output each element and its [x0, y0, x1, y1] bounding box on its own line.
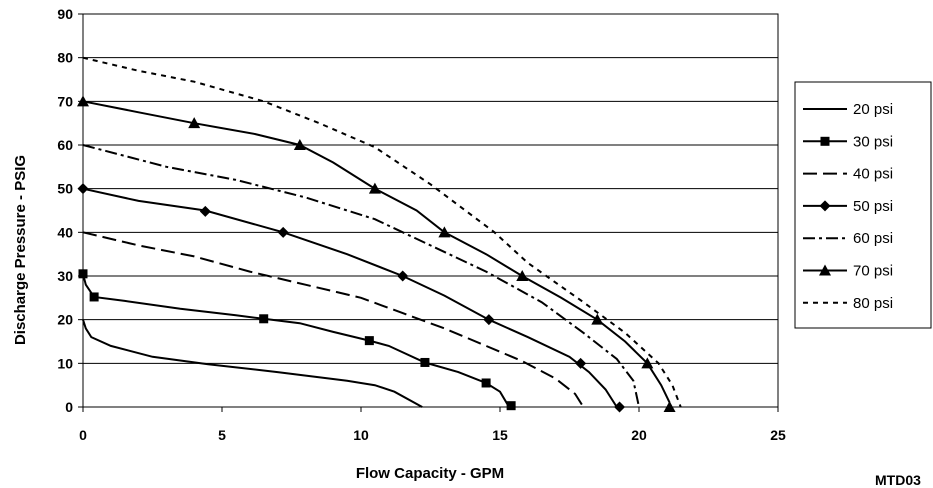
- legend-marker: [820, 136, 830, 146]
- legend-label: 60 psi: [853, 230, 893, 247]
- data-point-70-psi-7: [641, 357, 654, 369]
- series-70-psi: [77, 95, 676, 412]
- y-tick-label: 90: [57, 6, 73, 22]
- legend-label: 50 psi: [853, 198, 893, 215]
- legend-item-40-psi: 40 psi: [803, 166, 893, 183]
- x-tick-label: 20: [631, 427, 647, 443]
- x-axis-title: Flow Capacity - GPM: [356, 465, 504, 482]
- data-point-70-psi-5: [516, 270, 529, 281]
- x-tick-label: 25: [770, 427, 786, 443]
- data-point-50-psi-2: [277, 226, 289, 238]
- data-point-70-psi-3: [368, 182, 381, 194]
- y-tick-label: 0: [65, 399, 73, 415]
- data-point-30-psi-5: [481, 378, 491, 388]
- x-axis: 0 5 10 15 20 25: [79, 407, 786, 443]
- legend-label: 70 psi: [853, 263, 893, 280]
- data-point-30-psi-2: [259, 314, 269, 324]
- y-tick-label: 80: [57, 50, 73, 66]
- data-point-70-psi-0: [77, 95, 89, 107]
- y-tick-label: 20: [57, 312, 73, 328]
- series-30-psi: [78, 269, 516, 411]
- data-point-70-psi-4: [438, 226, 451, 238]
- legend-item-70-psi: 70 psi: [803, 263, 893, 280]
- y-axis-title: Discharge Pressure - PSIG: [12, 155, 29, 345]
- y-axis: 0 10 20 30 40 50 60 70 80 90: [57, 6, 83, 415]
- data-point-30-psi-3: [364, 336, 374, 346]
- x-tick-label: 15: [492, 427, 508, 443]
- series-line-40-psi: [82, 231, 585, 408]
- series-60-psi: [82, 144, 640, 408]
- figure-code: MTD03: [875, 472, 921, 488]
- series-line-20-psi: [82, 319, 423, 408]
- series-20-psi: [82, 319, 423, 408]
- series-40-psi: [82, 231, 585, 408]
- data-point-30-psi-6: [506, 401, 516, 411]
- plot-area: [82, 13, 779, 408]
- legend-label: 30 psi: [853, 133, 893, 150]
- data-point-50-psi-4: [483, 314, 495, 326]
- series-50-psi: [77, 183, 626, 413]
- data-point-70-psi-1: [188, 117, 201, 129]
- y-tick-label: 30: [57, 268, 73, 284]
- legend-item-30-psi: 30 psi: [803, 133, 893, 150]
- data-point-50-psi-5: [575, 357, 587, 369]
- y-tick-label: 40: [57, 224, 73, 240]
- legend-marker: [819, 264, 831, 276]
- data-point-50-psi-1: [199, 205, 211, 217]
- series-line-60-psi: [82, 144, 640, 408]
- data-point-30-psi-1: [89, 292, 99, 302]
- data-point-50-psi-0: [77, 183, 89, 195]
- data-point-70-psi-8: [663, 401, 676, 412]
- data-point-30-psi-4: [420, 357, 430, 367]
- y-tick-label: 10: [57, 355, 73, 371]
- y-tick-label: 50: [57, 181, 73, 197]
- series-line-30-psi: [82, 273, 510, 407]
- legend-item-60-psi: 60 psi: [803, 230, 893, 247]
- data-point-50-psi-6: [614, 401, 626, 413]
- legend: 20 psi 30 psi 40 psi 50 psi 60 psi 70 psi 80 p…: [794, 81, 932, 329]
- data-point-70-psi-2: [293, 139, 306, 150]
- series-80-psi: [82, 56, 682, 408]
- legend-item-80-psi: 80 psi: [803, 295, 893, 312]
- y-tick-label: 60: [57, 137, 73, 153]
- legend-item-50-psi: 50 psi: [803, 198, 893, 215]
- data-point-30-psi-0: [78, 269, 88, 279]
- series-layer: [77, 56, 682, 413]
- legend-label: 40 psi: [853, 166, 893, 183]
- legend-item-20-psi: 20 psi: [803, 101, 893, 118]
- x-tick-label: 5: [218, 427, 226, 443]
- data-point-50-psi-3: [397, 270, 409, 282]
- y-tick-label: 70: [57, 93, 73, 109]
- data-point-70-psi-6: [591, 313, 604, 325]
- plot-frame: [82, 13, 779, 408]
- legend-label: 20 psi: [853, 101, 893, 118]
- x-tick-label: 0: [79, 427, 87, 443]
- legend-label: 80 psi: [853, 295, 893, 312]
- x-tick-label: 10: [353, 427, 369, 443]
- legend-marker: [819, 200, 831, 212]
- series-line-80-psi: [82, 56, 682, 408]
